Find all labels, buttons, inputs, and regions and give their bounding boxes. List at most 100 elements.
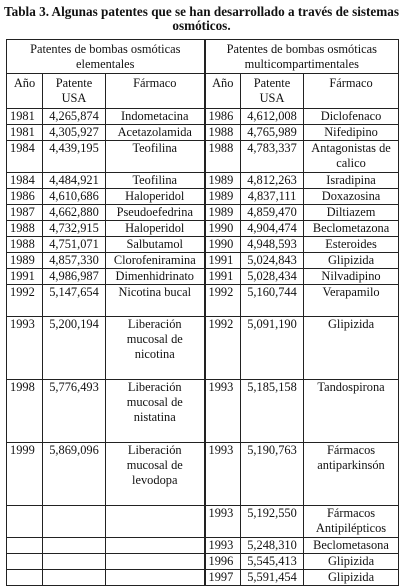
year-cell: 1990	[203, 236, 242, 253]
year-cell: 1981	[6, 108, 43, 125]
drug-cell: Liberación mucosal de nistatina	[104, 379, 206, 443]
table-row: 1993 5,248,310 Beclometasona	[6, 537, 400, 554]
patent-cell: 5,776,493	[42, 379, 106, 443]
year-cell: 1991	[203, 268, 242, 285]
drug-cell: Haloperidol	[104, 188, 206, 205]
patent-cell: 5,248,310	[240, 537, 305, 554]
patent-cell: 4,837,111	[240, 188, 305, 205]
table-row: 1981 4,305,927 Acetazolamida 1988 4,765,989 N…	[6, 124, 400, 141]
drug-cell: Beclometasona	[303, 537, 400, 554]
table-row: 1993 5,192,550 Fármacos Antipilépticos	[6, 505, 400, 538]
drug-cell: Diclofenaco	[303, 108, 400, 125]
group-header-multicompartimentales: Patentes de bombas osmóticas multicompar…	[203, 39, 400, 74]
drug-cell: Fármacos antiparkinsón	[303, 442, 400, 506]
year-cell: 1984	[6, 172, 43, 189]
drug-cell: Nifedipino	[303, 124, 400, 141]
patent-cell: 5,185,158	[240, 379, 305, 443]
patent-cell: 5,545,413	[240, 553, 305, 570]
drug-cell: Liberación mucosal de nicotina	[104, 316, 206, 380]
year-cell	[6, 505, 43, 538]
column-header-year: Año	[203, 73, 242, 109]
year-cell: 1989	[203, 188, 242, 205]
patent-cell: 5,028,434	[240, 268, 305, 285]
drug-cell: Haloperidol	[104, 220, 206, 237]
patent-cell: 4,305,927	[42, 124, 106, 141]
drug-cell: Verapamilo	[303, 284, 400, 317]
patent-cell: 4,765,989	[240, 124, 305, 141]
table-row: 1998 5,776,493 Liberación mucosal de nista…	[6, 379, 400, 443]
table-row: 1987 4,662,880 Pseudoefedrina 1989 4,859,470…	[6, 204, 400, 221]
drug-cell: Glipizida	[303, 569, 400, 586]
patent-cell: 5,591,454	[240, 569, 305, 586]
patent-cell: 4,484,921	[42, 172, 106, 189]
drug-cell	[104, 505, 206, 538]
table-row: 1996 5,545,413 Glipizida	[6, 553, 400, 570]
year-cell: 1988	[203, 124, 242, 141]
year-cell: 1989	[203, 172, 242, 189]
drug-cell: Clorofeniramina	[104, 252, 206, 269]
table-row: 1989 4,857,330 Clorofeniramina 1991 5,024,84…	[6, 252, 400, 269]
drug-cell: Tandospirona	[303, 379, 400, 443]
table-row: 1992 5,147,654 Nicotina bucal 1992 5,160,744…	[6, 284, 400, 317]
year-cell: 1993	[6, 316, 43, 380]
year-cell: 1992	[6, 284, 43, 317]
column-header-year: Año	[6, 73, 43, 109]
table-body: 1981 4,265,874 Indometacina 1986 4,612,008 Di…	[6, 108, 400, 586]
year-cell: 1992	[203, 316, 242, 380]
table-row: 1988 4,751,071 Salbutamol 1990 4,948,593 Este…	[6, 236, 400, 253]
patent-cell: 4,662,880	[42, 204, 106, 221]
table-row: 1991 4,986,987 Dimenhidrinato 1991 5,028,434…	[6, 268, 400, 285]
year-cell: 1999	[6, 442, 43, 506]
patent-cell: 4,857,330	[42, 252, 106, 269]
drug-cell: Doxazosina	[303, 188, 400, 205]
patent-cell: 5,192,550	[240, 505, 305, 538]
drug-cell: Glipizida	[303, 316, 400, 380]
year-cell: 1989	[6, 252, 43, 269]
drug-cell: Antagonistas de calico	[303, 140, 400, 173]
table-row: 1999 5,869,096 Liberación mucosal de levod…	[6, 442, 400, 506]
patent-cell: 5,024,843	[240, 252, 305, 269]
drug-cell	[104, 569, 206, 586]
year-cell	[6, 537, 43, 554]
patent-cell: 4,948,593	[240, 236, 305, 253]
patent-cell: 5,200,194	[42, 316, 106, 380]
column-header-patent: Patente USA	[240, 73, 305, 109]
drug-cell	[104, 537, 206, 554]
patent-cell: 4,904,474	[240, 220, 305, 237]
patent-cell: 4,610,686	[42, 188, 106, 205]
drug-cell: Liberación mucosal de levodopa	[104, 442, 206, 506]
drug-cell: Glipizida	[303, 252, 400, 269]
year-cell: 1986	[6, 188, 43, 205]
patents-table: Patentes de bombas osmóticas elementales…	[5, 39, 400, 586]
patent-cell: 5,160,744	[240, 284, 305, 317]
drug-cell: Indometacina	[104, 108, 206, 125]
patent-cell: 4,812,263	[240, 172, 305, 189]
patent-cell: 5,091,190	[240, 316, 305, 380]
year-cell: 1990	[203, 220, 242, 237]
drug-cell: Beclometazona	[303, 220, 400, 237]
year-cell: 1981	[6, 124, 43, 141]
drug-cell: Esteroides	[303, 236, 400, 253]
patent-cell: 4,439,195	[42, 140, 106, 173]
drug-cell: Pseudoefedrina	[104, 204, 206, 221]
table-caption: Tabla 3. Algunas patentes que se han des…	[4, 4, 399, 33]
year-cell: 1986	[203, 108, 242, 125]
patent-cell: 5,147,654	[42, 284, 106, 317]
patent-cell	[42, 505, 106, 538]
patent-cell	[42, 569, 106, 586]
year-cell: 1988	[6, 236, 43, 253]
year-cell: 1996	[203, 553, 242, 570]
year-cell: 1988	[203, 140, 242, 173]
drug-cell: Diltiazem	[303, 204, 400, 221]
patent-cell: 4,612,008	[240, 108, 305, 125]
year-cell: 1997	[203, 569, 242, 586]
patent-cell	[42, 537, 106, 554]
table-row: 1988 4,732,915 Haloperidol 1990 4,904,474 Bec…	[6, 220, 400, 237]
drug-cell: Glipizida	[303, 553, 400, 570]
year-cell: 1993	[203, 379, 242, 443]
year-cell	[6, 569, 43, 586]
year-cell: 1991	[6, 268, 43, 285]
drug-cell: Teofilina	[104, 172, 206, 189]
table-row: 1986 4,610,686 Haloperidol 1989 4,837,111 Dox…	[6, 188, 400, 205]
drug-cell: Isradipina	[303, 172, 400, 189]
